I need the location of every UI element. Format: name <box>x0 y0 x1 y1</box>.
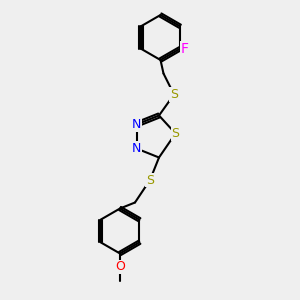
Text: S: S <box>170 88 178 101</box>
Text: N: N <box>132 118 141 131</box>
Text: N: N <box>132 142 141 155</box>
Text: O: O <box>115 260 125 274</box>
Text: F: F <box>181 42 188 56</box>
Text: S: S <box>146 173 154 187</box>
Text: S: S <box>172 127 179 140</box>
